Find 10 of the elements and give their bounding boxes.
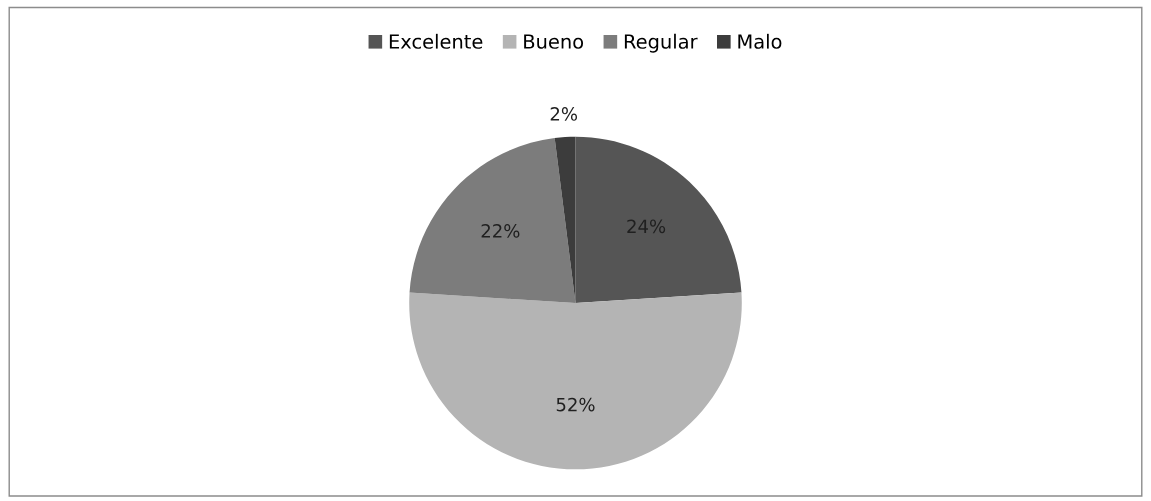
legend-label: Regular (624, 33, 698, 53)
pie-slice (575, 136, 742, 304)
data-label: 52% (556, 397, 595, 412)
pie-slice (409, 292, 742, 470)
legend-label: Bueno (524, 34, 584, 49)
data-label: 22% (481, 224, 520, 238)
legend-label: Excelente (389, 33, 483, 49)
legend-label: Malo (738, 33, 782, 49)
pie-slice (409, 138, 576, 304)
data-label: 2% (550, 107, 578, 121)
